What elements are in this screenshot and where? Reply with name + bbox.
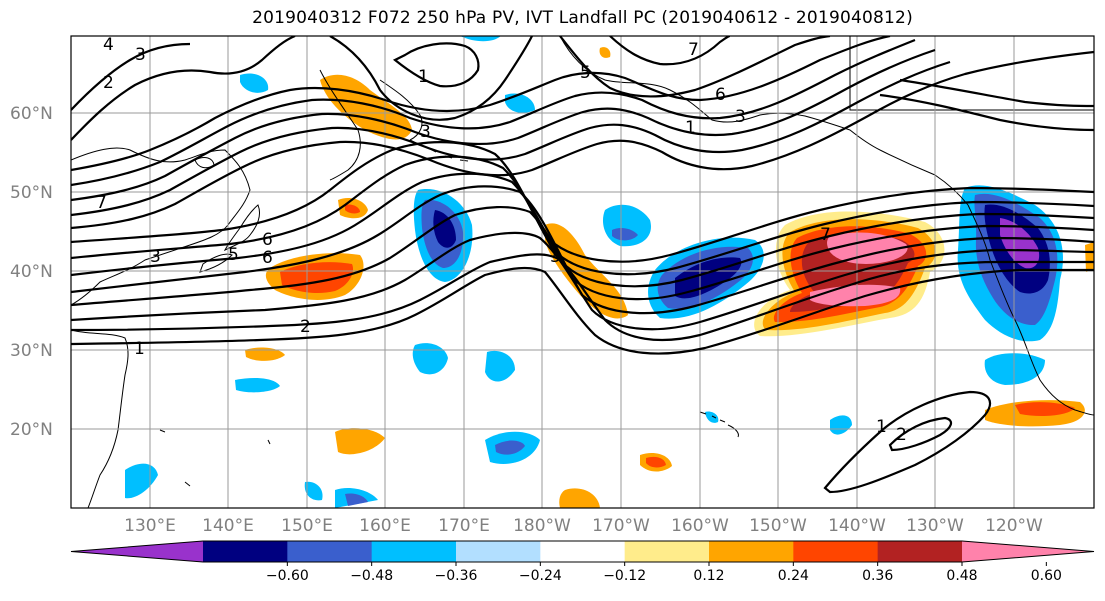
colorbar-extend-min [71,541,203,562]
contour-label: 3 [135,45,146,65]
lon-label: 140°E [202,516,254,536]
colorbar-segment [456,541,541,562]
lon-label: 140°W [828,516,886,536]
contour-labels: 4 3 2 7 1 3 6 5 6 2 1 7 3 3 1 7 6 5 3 1 … [96,35,907,445]
colorbar-outline [70,540,1095,563]
colorbar-segment [371,541,457,562]
colorbar-tick-label: −0.60 [266,568,309,584]
contour-label: 6 [262,230,273,250]
colorbar-tick-label: −0.48 [350,568,393,584]
lat-label: 30°N [10,341,53,361]
colorbar-segment [793,541,879,562]
contour-label: 7 [820,225,831,245]
longitude-labels: 130°E 140°E 150°E 160°E 170°E 180°W 170°… [124,516,1043,536]
contour-label: 3 [550,247,561,267]
lon-label: 120°W [985,516,1043,536]
lat-label: 50°N [10,183,53,203]
colorbar-segment [877,541,963,562]
colorbar-segment [287,541,373,562]
colorbar-segment [709,541,794,562]
map-frame [70,35,1095,509]
latitude-labels: 60°N 50°N 40°N 30°N 20°N [10,104,53,440]
lon-label: 150°E [281,516,333,536]
colorbar-segment [624,541,710,562]
lat-label: 40°N [10,262,53,282]
lon-label: 160°W [671,516,729,536]
contour-label: 3 [420,122,431,142]
contour-label: 1 [134,339,145,359]
pv-contours [71,36,1094,494]
lon-label: 160°E [359,516,411,536]
contour-label: 5 [580,63,591,83]
contour-label: 3 [150,247,161,267]
contour-label: 1 [685,118,696,138]
contour-label: 2 [896,425,907,445]
lon-label: 130°W [906,516,964,536]
colorbar-tick-label: −0.12 [603,568,646,584]
lon-label: 170°E [438,516,490,536]
colorbar-tick-label: 0.60 [1031,568,1062,584]
contour-label: 5 [228,245,239,265]
colorbar [70,540,1095,563]
colorbar-extend-max [962,541,1094,562]
colorbar-tick-label: 0.48 [946,568,977,584]
colorbar-ticks: −0.60 −0.48 −0.36 −0.24 −0.12 0.12 0.24 0.36 0.4… [266,562,1062,584]
lat-label: 20°N [10,420,53,440]
colorbar-tick-label: 0.12 [693,568,724,584]
lon-label: 170°W [592,516,650,536]
lon-label: 180°W [513,516,571,536]
colorbar-tick-label: 0.24 [778,568,809,584]
plot-title: 2019040312 F072 250 hPa PV, IVT Landfall… [252,8,913,28]
contour-label: 6 [262,248,273,268]
contour-label: 1 [418,67,429,87]
colorbar-tick-label: 0.36 [862,568,893,584]
colorbar-tick-label: −0.24 [519,568,562,584]
colorbar-tick-label: −0.36 [435,568,478,584]
contour-label: 6 [715,85,726,105]
lon-label: 150°W [749,516,807,536]
contour-label: 3 [735,107,746,127]
contour-label: 4 [103,35,114,55]
contour-label: 7 [96,193,107,213]
contour-label: 7 [688,40,699,60]
contour-label: 1 [876,417,887,437]
contour-label: 2 [300,317,311,337]
colorbar-segment [203,541,288,562]
lon-label: 130°E [124,516,176,536]
colorbar-segment [540,541,626,562]
lat-label: 60°N [10,104,53,124]
contour-label: 2 [103,73,114,93]
